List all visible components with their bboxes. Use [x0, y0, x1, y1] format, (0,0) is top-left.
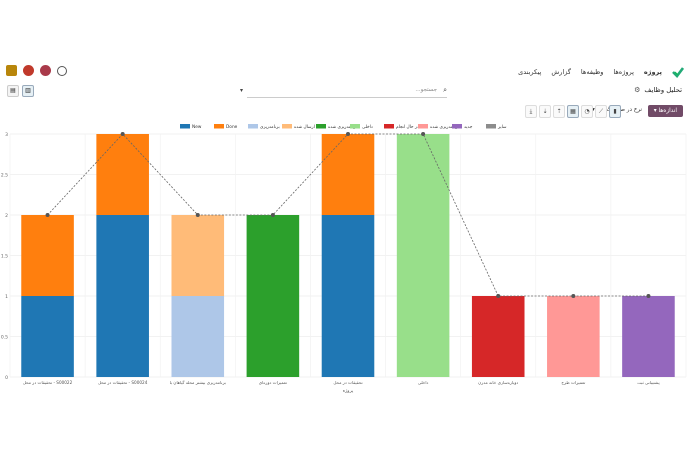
legend-label: برنامه‌ریزی شده [430, 125, 459, 130]
sort-asc-icon[interactable]: ⇡ [553, 105, 565, 118]
bar-segment [21, 215, 74, 296]
x-tick-label: تحقیقات در محل - S00024 [98, 380, 148, 385]
y-tick-label: 0 [5, 375, 8, 381]
control-panel: تحلیل وظایف ⚙ ⌕ جستجو... ▾ ▤ ▥ [0, 84, 690, 102]
bar-segment [246, 215, 300, 377]
bar-segment [547, 296, 600, 377]
x-tick-label: تحقیقات در محل - S00022 [23, 380, 73, 385]
legend-swatch [486, 124, 496, 129]
graph-toolbar: اندازه‌ها ▾ نرخ در صفحه‌گذاری ▾ ⤓ ⇣ ⇡ ▦ … [0, 103, 690, 121]
user-avatar-icon[interactable] [6, 65, 17, 76]
legend-label: جدید [464, 125, 473, 130]
y-tick-label: 1.5 [1, 254, 8, 260]
download-icon[interactable]: ⤓ [525, 105, 537, 118]
page-title: تحلیل وظایف [644, 86, 682, 94]
x-tick-label: دوباره‌سازی خانه مدرن [478, 380, 518, 385]
x-tick-label: برنامه‌ریزی بیشتر محله گیاهان با [170, 380, 226, 385]
line-chart-icon[interactable]: ⟋ [595, 105, 607, 118]
total-point [195, 213, 200, 217]
legend-label: برنامه‌ریزی [260, 125, 280, 130]
legend-label: Done [226, 124, 238, 130]
x-axis-label: پروژه [343, 389, 354, 394]
bar-segment [171, 296, 225, 377]
bar-segment [471, 296, 525, 377]
y-tick-label: 2 [5, 213, 8, 219]
bar-segment [96, 215, 149, 377]
x-tick-label: تعمیرات دوره‌ای [259, 380, 288, 385]
x-tick-label: پشتیبانی ثبت [637, 380, 660, 385]
total-point [346, 132, 350, 136]
view-switcher: ▤ ▥ [7, 85, 34, 97]
bar-segment [96, 134, 149, 215]
measures-dropdown-button[interactable]: اندازه‌ها ▾ [647, 105, 683, 117]
app-name[interactable]: پروژه [643, 68, 662, 76]
sort-desc-icon[interactable]: ⇣ [539, 105, 551, 118]
total-point [45, 213, 50, 217]
bar-segment [171, 215, 225, 296]
legend-swatch [418, 124, 428, 129]
menu-projects[interactable]: پروژه‌ها [613, 68, 634, 76]
systray [6, 65, 67, 76]
bar-segment [321, 215, 375, 377]
bar-segment [622, 296, 675, 377]
legend-swatch [384, 124, 394, 129]
legend-swatch [180, 124, 190, 129]
activities-icon[interactable] [23, 65, 34, 76]
legend-swatch [350, 124, 360, 129]
search-placeholder: جستجو... [415, 87, 437, 93]
top-navbar: پروژه پروژه‌ها وظیفه‌ها گزارش پیکربندی [0, 60, 690, 88]
legend-label: در حال انجام [396, 125, 419, 130]
messages-icon[interactable] [40, 65, 51, 76]
total-point [646, 294, 651, 298]
total-point [120, 132, 125, 136]
legend-label: برنامه‌ریزی ‌شده [328, 125, 357, 130]
legend-swatch [452, 124, 462, 129]
chart-area: 0 0.5 1 1.5 2 2.5 3 تحقیقات در محل - S00022 تحقی… [0, 121, 690, 401]
search-icon[interactable]: ⌕ [443, 86, 447, 94]
menu-tasks[interactable]: وظیفه‌ها [580, 68, 604, 76]
legend-label: ارسال شده [294, 125, 315, 130]
project-logo-icon[interactable] [672, 66, 684, 78]
bar-segment [396, 134, 450, 377]
menu-reporting[interactable]: گزارش [551, 68, 571, 76]
breadcrumb: تحلیل وظایف ⚙ [634, 86, 682, 94]
measures-label: اندازه‌ها [658, 108, 677, 114]
x-tick-label: تحقیقات در محل [333, 380, 363, 385]
search-input[interactable]: ⌕ جستجو... [247, 86, 447, 98]
chart-mode-buttons: ⤓ ⇣ ⇡ ▦ ◔ ⟋ ▮ [525, 105, 621, 118]
total-point [270, 213, 275, 217]
x-tick-label: تعمیرات طرح [561, 380, 586, 385]
menu-configuration[interactable]: پیکربندی [518, 68, 542, 76]
bar-chart-icon[interactable]: ▮ [609, 105, 621, 118]
y-tick-label: 0.5 [1, 335, 8, 341]
legend-label: New [192, 124, 202, 130]
total-point [571, 294, 576, 298]
legend-swatch [282, 124, 292, 129]
search-options-toggle-icon[interactable]: ▾ [240, 87, 244, 94]
bar-segment [321, 134, 375, 215]
graph-view-icon[interactable]: ▥ [22, 85, 34, 97]
legend-label: داخلی [362, 125, 373, 130]
x-tick-label: داخلی [418, 380, 429, 385]
list-view-icon[interactable]: ▤ [7, 85, 19, 97]
pie-chart-icon[interactable]: ◔ [581, 105, 593, 118]
legend-swatch [248, 124, 258, 129]
y-tick-label: 3 [5, 132, 8, 138]
y-tick-label: 2.5 [1, 173, 8, 179]
legend-swatch [316, 124, 326, 129]
total-point [421, 132, 426, 136]
y-tick-label: 1 [5, 294, 8, 300]
gear-icon[interactable]: ⚙ [634, 86, 641, 94]
stacked-icon[interactable]: ▦ [567, 105, 579, 118]
legend-swatch [214, 124, 224, 129]
legend-label: سایر [497, 125, 507, 130]
clock-icon[interactable] [57, 65, 67, 76]
bar-segment [21, 296, 74, 377]
main-menu: پروژه پروژه‌ها وظیفه‌ها گزارش پیکربندی [518, 66, 684, 78]
bar-chart: 0 0.5 1 1.5 2 2.5 3 تحقیقات در محل - S00022 تحقی… [1, 124, 687, 394]
total-point [496, 294, 501, 298]
